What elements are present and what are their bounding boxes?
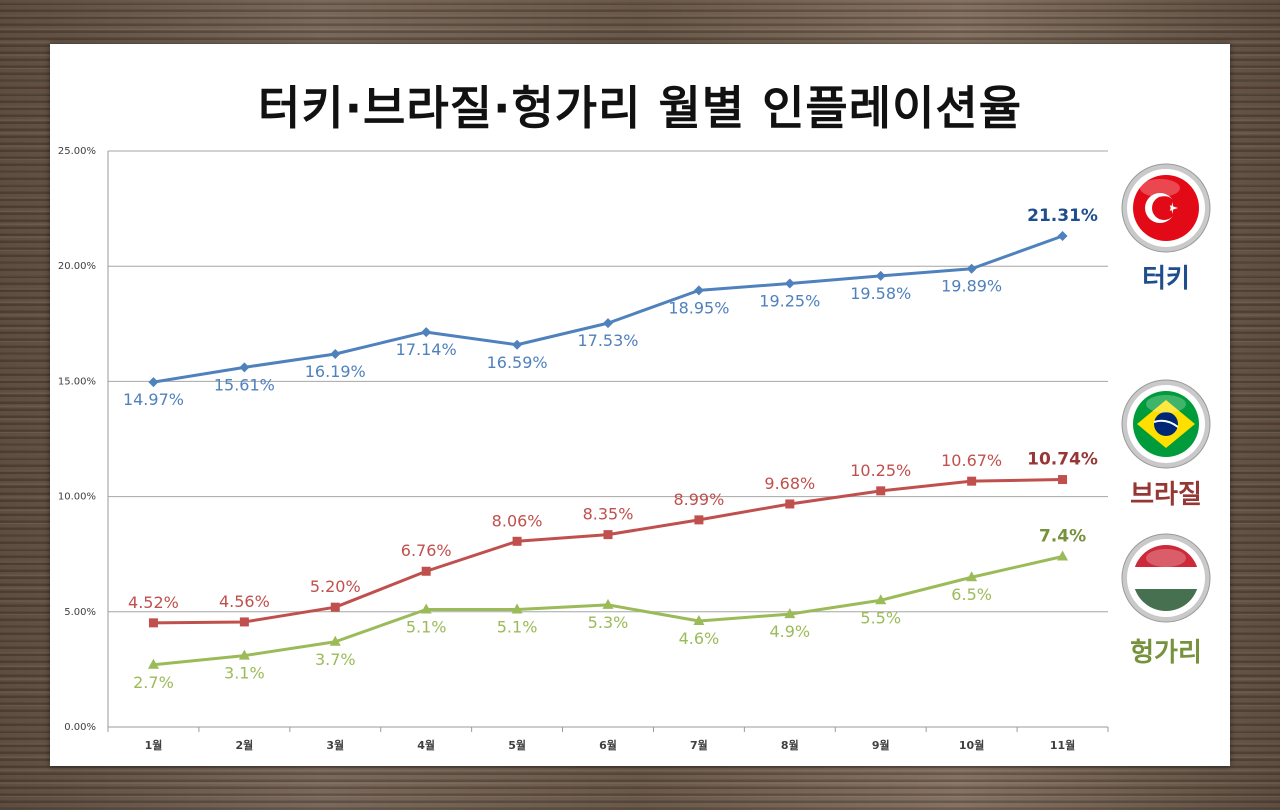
x-tick-label: 2월	[235, 738, 253, 752]
data-point-marker	[239, 617, 249, 627]
data-label: 2.7%	[133, 673, 174, 692]
y-tick-label: 15.00%	[58, 376, 96, 387]
data-point-marker	[421, 327, 432, 338]
legend-label-turkey: 터키	[1142, 264, 1190, 294]
data-label: 5.5%	[860, 608, 901, 627]
data-label: 21.31%	[1027, 206, 1098, 226]
hungary-flag-icon	[1121, 533, 1211, 623]
y-tick-label: 5.00%	[64, 607, 96, 618]
x-tick-label: 6월	[599, 738, 617, 752]
data-label: 5.3%	[588, 613, 629, 632]
data-point-marker	[329, 635, 341, 646]
data-label: 6.76%	[401, 541, 452, 560]
data-point-marker	[694, 515, 704, 525]
x-tick-label: 10월	[959, 738, 984, 752]
data-label: 17.53%	[577, 331, 638, 350]
x-tick-label: 7월	[690, 738, 708, 752]
data-point-marker	[784, 608, 796, 619]
data-point-marker	[511, 603, 523, 614]
data-point-marker	[602, 598, 614, 609]
data-point-marker	[875, 594, 887, 605]
data-point-marker	[148, 377, 159, 388]
data-label: 4.56%	[219, 592, 270, 611]
data-point-marker	[330, 348, 341, 359]
y-tick-label: 25.00%	[58, 146, 96, 157]
data-label: 18.95%	[668, 298, 729, 317]
x-tick-label: 1월	[145, 738, 163, 752]
data-point-marker	[1057, 550, 1069, 561]
data-label: 19.58%	[850, 284, 911, 303]
data-label: 8.06%	[492, 511, 543, 530]
data-label: 9.68%	[764, 474, 815, 493]
data-label: 6.5%	[951, 585, 992, 604]
data-label: 10.67%	[941, 451, 1002, 470]
data-label: 16.59%	[487, 353, 548, 372]
data-point-marker	[875, 270, 886, 281]
data-point-marker	[420, 603, 432, 614]
data-point-marker	[967, 476, 977, 486]
data-point-marker	[785, 499, 795, 509]
data-label: 4.6%	[679, 629, 720, 648]
data-label: 3.7%	[315, 650, 356, 669]
x-tick-label: 3월	[326, 738, 344, 752]
data-label: 8.35%	[583, 505, 634, 524]
data-label: 5.1%	[497, 617, 538, 636]
series-lines	[147, 231, 1069, 669]
series-line-2	[153, 555, 1063, 667]
data-label: 19.89%	[941, 277, 1002, 296]
data-point-marker	[693, 285, 704, 296]
x-tick-label: 11월	[1050, 738, 1075, 752]
data-point-marker	[784, 278, 795, 289]
data-label: 17.14%	[396, 340, 457, 359]
data-point-marker	[693, 615, 705, 626]
data-point-marker	[421, 566, 431, 576]
data-label: 4.9%	[769, 622, 810, 641]
data-label: 14.97%	[123, 390, 184, 409]
data-label: 3.1%	[224, 664, 265, 683]
y-tick-label: 0.00%	[64, 722, 96, 733]
turkey-flag-icon	[1121, 163, 1211, 253]
gridlines	[108, 150, 1108, 728]
data-point-marker	[148, 618, 158, 628]
data-label: 5.1%	[406, 617, 447, 636]
chart-title: 터키·브라질·헝가리 월별 인플레이션율	[257, 81, 1023, 135]
data-point-marker	[966, 263, 977, 274]
data-point-marker	[330, 602, 340, 612]
data-point-marker	[147, 658, 159, 669]
y-tick-label: 10.00%	[58, 492, 96, 503]
data-label: 7.4%	[1039, 527, 1086, 547]
data-point-marker	[603, 318, 613, 329]
data-label: 19.25%	[759, 291, 820, 310]
data-point-marker	[238, 649, 250, 660]
axes: 0.00% 5.00% 10.00% 15.00% 20.00% 25.00% 1월 2월 3월…	[58, 146, 1109, 752]
data-label: 10.74%	[1027, 450, 1098, 470]
data-point-marker	[876, 486, 886, 496]
x-tick-label: 9월	[872, 738, 890, 752]
data-point-marker	[239, 362, 250, 373]
data-labels: 14.97% 15.61% 16.19% 17.14% 16.59% 17.53% 18.9…	[123, 206, 1098, 692]
x-tick-label: 5월	[508, 738, 526, 752]
data-point-marker	[1058, 475, 1068, 485]
x-tick-label: 4월	[417, 738, 435, 752]
data-point-marker	[512, 536, 522, 546]
data-label: 16.19%	[305, 362, 366, 381]
line-chart: 0.00% 5.00% 10.00% 15.00% 20.00% 25.00% 1월 2월 3월…	[58, 146, 1211, 752]
data-point-marker	[603, 530, 613, 540]
chart-panel: 터키·브라질·헝가리 월별 인플레이션율 0.00% 5.00% 10.00% 15.…	[50, 44, 1230, 766]
data-label: 15.61%	[214, 375, 275, 394]
data-label: 5.20%	[310, 577, 361, 596]
data-point-marker	[1057, 231, 1068, 242]
legend-label-hungary: 헝가리	[1130, 638, 1202, 668]
brazil-flag-icon	[1121, 379, 1211, 469]
data-point-marker	[966, 571, 978, 582]
data-point-marker	[512, 339, 523, 350]
data-label: 4.52%	[128, 593, 179, 612]
series-line-0	[153, 234, 1064, 384]
data-label: 8.99%	[673, 490, 724, 509]
legend-label-brazil: 브라질	[1130, 480, 1202, 510]
y-tick-label: 20.00%	[58, 261, 96, 272]
x-tick-label: 8월	[781, 738, 799, 752]
data-label: 10.25%	[850, 461, 911, 480]
